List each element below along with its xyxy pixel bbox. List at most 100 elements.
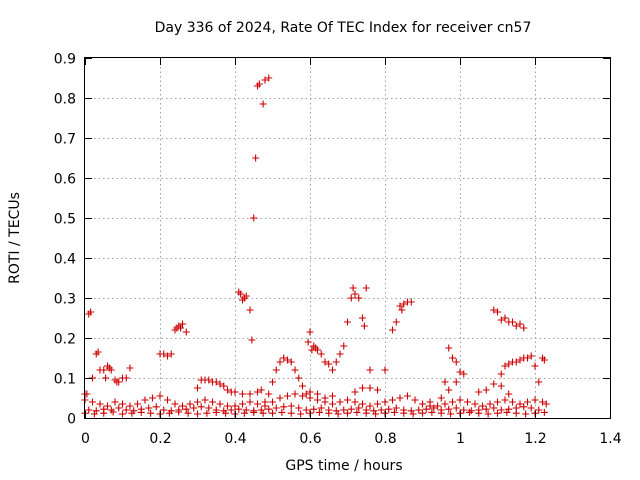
data-point [317, 404, 325, 412]
data-point [464, 398, 471, 406]
data-point [445, 386, 453, 394]
data-point [540, 356, 548, 364]
data-point [100, 409, 108, 417]
data-point [212, 378, 220, 386]
data-point [527, 352, 535, 360]
y-tick-label: 0.9 [54, 52, 76, 68]
data-point [344, 318, 351, 326]
data-point [524, 354, 531, 362]
data-point [321, 398, 329, 406]
y-tick-label: 0.7 [54, 132, 76, 148]
data-point [355, 404, 363, 412]
data-point [494, 409, 501, 417]
data-point [272, 404, 280, 412]
data-point [119, 410, 126, 418]
data-point [381, 398, 389, 406]
data-point [460, 370, 468, 378]
data-point [398, 306, 406, 314]
y-axis-label: ROTI / TECUs [7, 192, 23, 284]
data-point [355, 294, 363, 302]
data-point [456, 396, 464, 404]
chart-title: Day 336 of 2024, Rate Of TEC Index for r… [155, 20, 532, 36]
data-point [349, 284, 357, 292]
data-point [490, 404, 498, 412]
data-point [351, 290, 359, 298]
data-point [465, 408, 473, 416]
data-point [239, 390, 246, 398]
data-point [449, 398, 456, 406]
data-point [445, 344, 453, 352]
data-point [306, 388, 314, 396]
y-tick-label: 0.1 [54, 372, 76, 388]
data-point [145, 404, 153, 412]
data-point [261, 76, 269, 84]
data-point [449, 354, 456, 362]
y-tick-label: 0 [67, 412, 76, 428]
data-point [259, 409, 267, 417]
data-point [222, 409, 230, 417]
data-point [501, 396, 509, 404]
data-point [353, 408, 361, 416]
data-point [205, 404, 213, 412]
data-point [284, 392, 291, 400]
data-point [351, 398, 359, 406]
data-point [179, 320, 186, 328]
data-point [177, 324, 185, 332]
data-point [520, 324, 528, 332]
data-point [381, 366, 389, 374]
data-point [246, 306, 254, 314]
data-point [359, 400, 366, 408]
data-point [137, 408, 145, 416]
data-point [276, 358, 284, 366]
data-point [100, 366, 108, 374]
data-point [400, 409, 408, 417]
data-point [340, 342, 348, 350]
data-point [332, 407, 340, 415]
y-tick-label: 0.8 [54, 92, 76, 108]
data-point [302, 390, 310, 398]
data-point [475, 409, 483, 417]
data-point [377, 406, 385, 414]
data-point [257, 406, 265, 414]
data-point [246, 398, 254, 406]
data-point [250, 214, 258, 222]
data-point [497, 406, 505, 414]
data-point [344, 396, 351, 404]
data-point [512, 358, 520, 366]
data-point [104, 402, 111, 410]
data-point [220, 382, 228, 390]
data-point [531, 396, 539, 404]
data-point [531, 362, 539, 370]
x-tick-label: 0.2 [149, 431, 171, 447]
data-point [540, 408, 548, 416]
data-point [332, 358, 340, 366]
data-point [452, 378, 460, 386]
data-point [452, 404, 460, 412]
data-point [334, 410, 342, 418]
data-point [255, 80, 263, 88]
data-point [497, 316, 505, 324]
data-point [248, 336, 256, 344]
data-point [280, 354, 288, 362]
data-point [156, 392, 164, 400]
data-point [494, 308, 501, 316]
data-point [366, 366, 374, 374]
data-point [497, 382, 505, 390]
data-point [265, 405, 273, 413]
x-tick-label: 1.2 [524, 431, 546, 447]
data-point [494, 398, 501, 406]
data-point [194, 384, 201, 392]
data-point [437, 409, 445, 417]
data-point [216, 400, 224, 408]
data-point [126, 364, 134, 372]
data-point [317, 350, 325, 358]
data-point [329, 366, 336, 374]
data-point [287, 402, 295, 410]
data-point [240, 409, 248, 417]
data-point [297, 410, 305, 418]
data-point [422, 405, 430, 413]
data-point [134, 400, 141, 408]
data-point [306, 328, 314, 336]
data-point [224, 402, 231, 410]
data-point [428, 408, 436, 416]
